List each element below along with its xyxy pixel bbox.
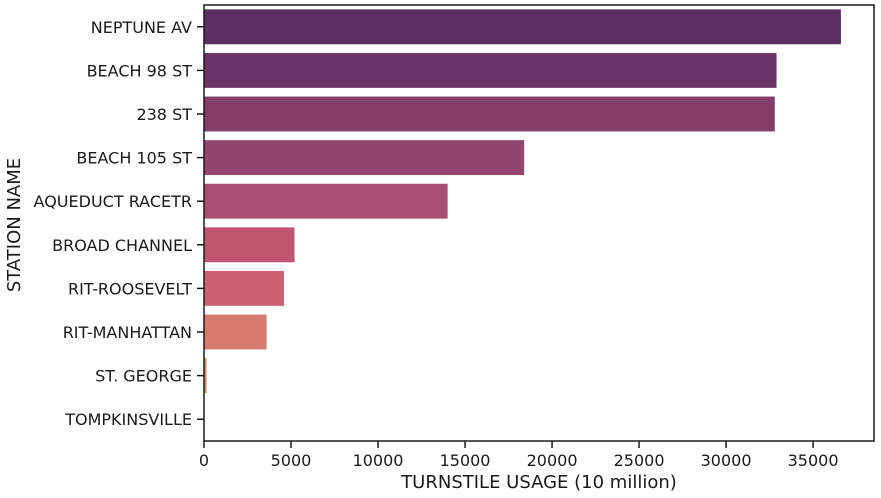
y-tick-label: ST. GEORGE [95,367,192,386]
x-tick-label: 25000 [614,451,665,470]
x-tick-label: 20000 [527,451,578,470]
bar-6 [204,270,285,306]
x-tick-label: 15000 [440,451,491,470]
y-tick-label: RIT-ROOSEVELT [68,279,192,298]
y-tick-label: NEPTUNE AV [91,18,192,37]
bars-group [204,9,841,394]
x-axis: 0 5000 10000 15000 20000 25000 30000 35000 [199,441,839,470]
bar-1 [204,52,777,88]
y-tick-label: BROAD CHANNEL [52,236,192,255]
x-tick-label: 0 [199,451,209,470]
y-tick-label: RIT-MANHATTAN [63,323,192,342]
bar-4 [204,183,448,219]
y-axis-title: STATION NAME [4,158,25,292]
y-tick-label: BEACH 105 ST [76,149,192,168]
bar-8 [204,358,207,394]
y-tick-label: TOMPKINSVILLE [64,410,192,429]
x-tick-label: 35000 [788,451,839,470]
bar-7 [204,314,267,350]
bar-5 [204,227,295,263]
x-tick-label: 30000 [701,451,752,470]
bar-0 [204,9,841,45]
x-tick-label: 5000 [271,451,312,470]
bar-2 [204,96,775,132]
bar-3 [204,140,525,176]
y-axis: NEPTUNE AV BEACH 98 ST 238 ST BEACH 105 ST A… [34,18,204,429]
plot-frame [203,4,875,442]
x-tick-label: 10000 [353,451,404,470]
x-axis-title: TURNSTILE USAGE (10 million) [400,472,677,493]
y-tick-label: 238 ST [136,105,192,124]
y-tick-label: AQUEDUCT RACETR [34,192,192,211]
y-tick-label: BEACH 98 ST [87,61,193,80]
